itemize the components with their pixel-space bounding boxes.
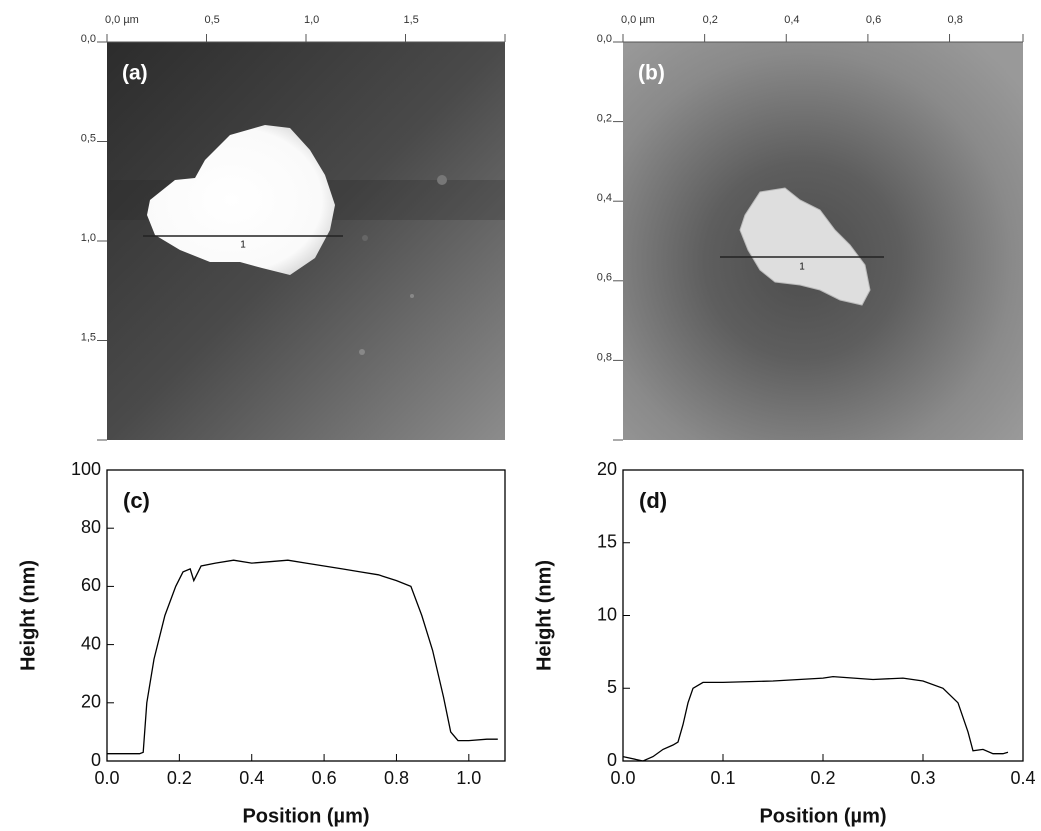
debris <box>410 294 414 298</box>
y-tick-label: 5 <box>607 677 617 697</box>
y-tick-label: 100 <box>71 459 101 479</box>
y-axis-title: Height (nm) <box>533 560 555 671</box>
x-tick-label: 0.1 <box>710 768 735 788</box>
x-tick-label: 1,0 <box>304 14 319 26</box>
x-tick-label: 0.4 <box>239 768 264 788</box>
x-tick-label: 0.2 <box>810 768 835 788</box>
x-tick-label: 0.4 <box>1010 768 1035 788</box>
panel-label: (c) <box>123 488 150 513</box>
x-tick-label: 0,6 <box>866 14 881 26</box>
x-tick-label: 0.0 <box>610 768 635 788</box>
y-tick-label: 0,0 <box>81 33 96 45</box>
panel-label: (b) <box>638 62 665 85</box>
y-tick-label: 10 <box>597 604 617 624</box>
debris <box>362 235 368 241</box>
x-tick-label: 0,2 <box>703 14 718 26</box>
profile-curve <box>107 559 498 755</box>
x-tick-label: 0.0 <box>94 768 119 788</box>
x-tick-label: 0,5 <box>205 14 220 26</box>
y-tick-label: 0,6 <box>597 272 612 284</box>
y-tick-label: 20 <box>81 692 101 712</box>
y-tick-label: 40 <box>81 633 101 653</box>
x-axis-title: Position (µm) <box>759 805 886 827</box>
y-tick-label: 60 <box>81 575 101 595</box>
profile-curve <box>622 675 1009 762</box>
x-tick-label: 0,8 <box>948 14 963 26</box>
y-tick-label: 0,8 <box>597 351 612 363</box>
x-tick-label: 1.0 <box>456 768 481 788</box>
y-tick-label: 0,2 <box>597 113 612 125</box>
y-tick-label: 0,4 <box>597 192 612 204</box>
panel-label: (d) <box>639 488 667 513</box>
x-tick-label: 0.6 <box>312 768 337 788</box>
y-tick-label: 0 <box>91 750 101 770</box>
x-tick-label: 0.2 <box>167 768 192 788</box>
y-tick-label: 15 <box>597 532 617 552</box>
debris <box>437 175 447 185</box>
particle <box>147 125 335 275</box>
x-tick-label: 0,0 µm <box>621 14 655 26</box>
y-tick-label: 0,5 <box>81 132 96 144</box>
plot-frame <box>106 469 506 762</box>
y-tick-label: 1,0 <box>81 232 96 244</box>
particle <box>739 187 871 306</box>
y-tick-label: 1,5 <box>81 331 96 343</box>
x-tick-label: 0.8 <box>384 768 409 788</box>
y-tick-label: 20 <box>597 459 617 479</box>
x-tick-label: 0,4 <box>784 14 799 26</box>
y-tick-label: 0 <box>607 750 617 770</box>
panel-label: (a) <box>122 62 148 85</box>
profile-label: 1 <box>240 240 246 251</box>
y-tick-label: 0,0 <box>597 33 612 45</box>
y-tick-label: 80 <box>81 517 101 537</box>
x-axis-title: Position (µm) <box>242 805 369 827</box>
x-tick-label: 1,5 <box>404 14 419 26</box>
y-axis-title: Height (nm) <box>17 560 39 671</box>
x-tick-label: 0.3 <box>910 768 935 788</box>
profile-label: 1 <box>799 262 805 273</box>
debris <box>359 349 365 355</box>
x-tick-label: 0,0 µm <box>105 14 139 26</box>
